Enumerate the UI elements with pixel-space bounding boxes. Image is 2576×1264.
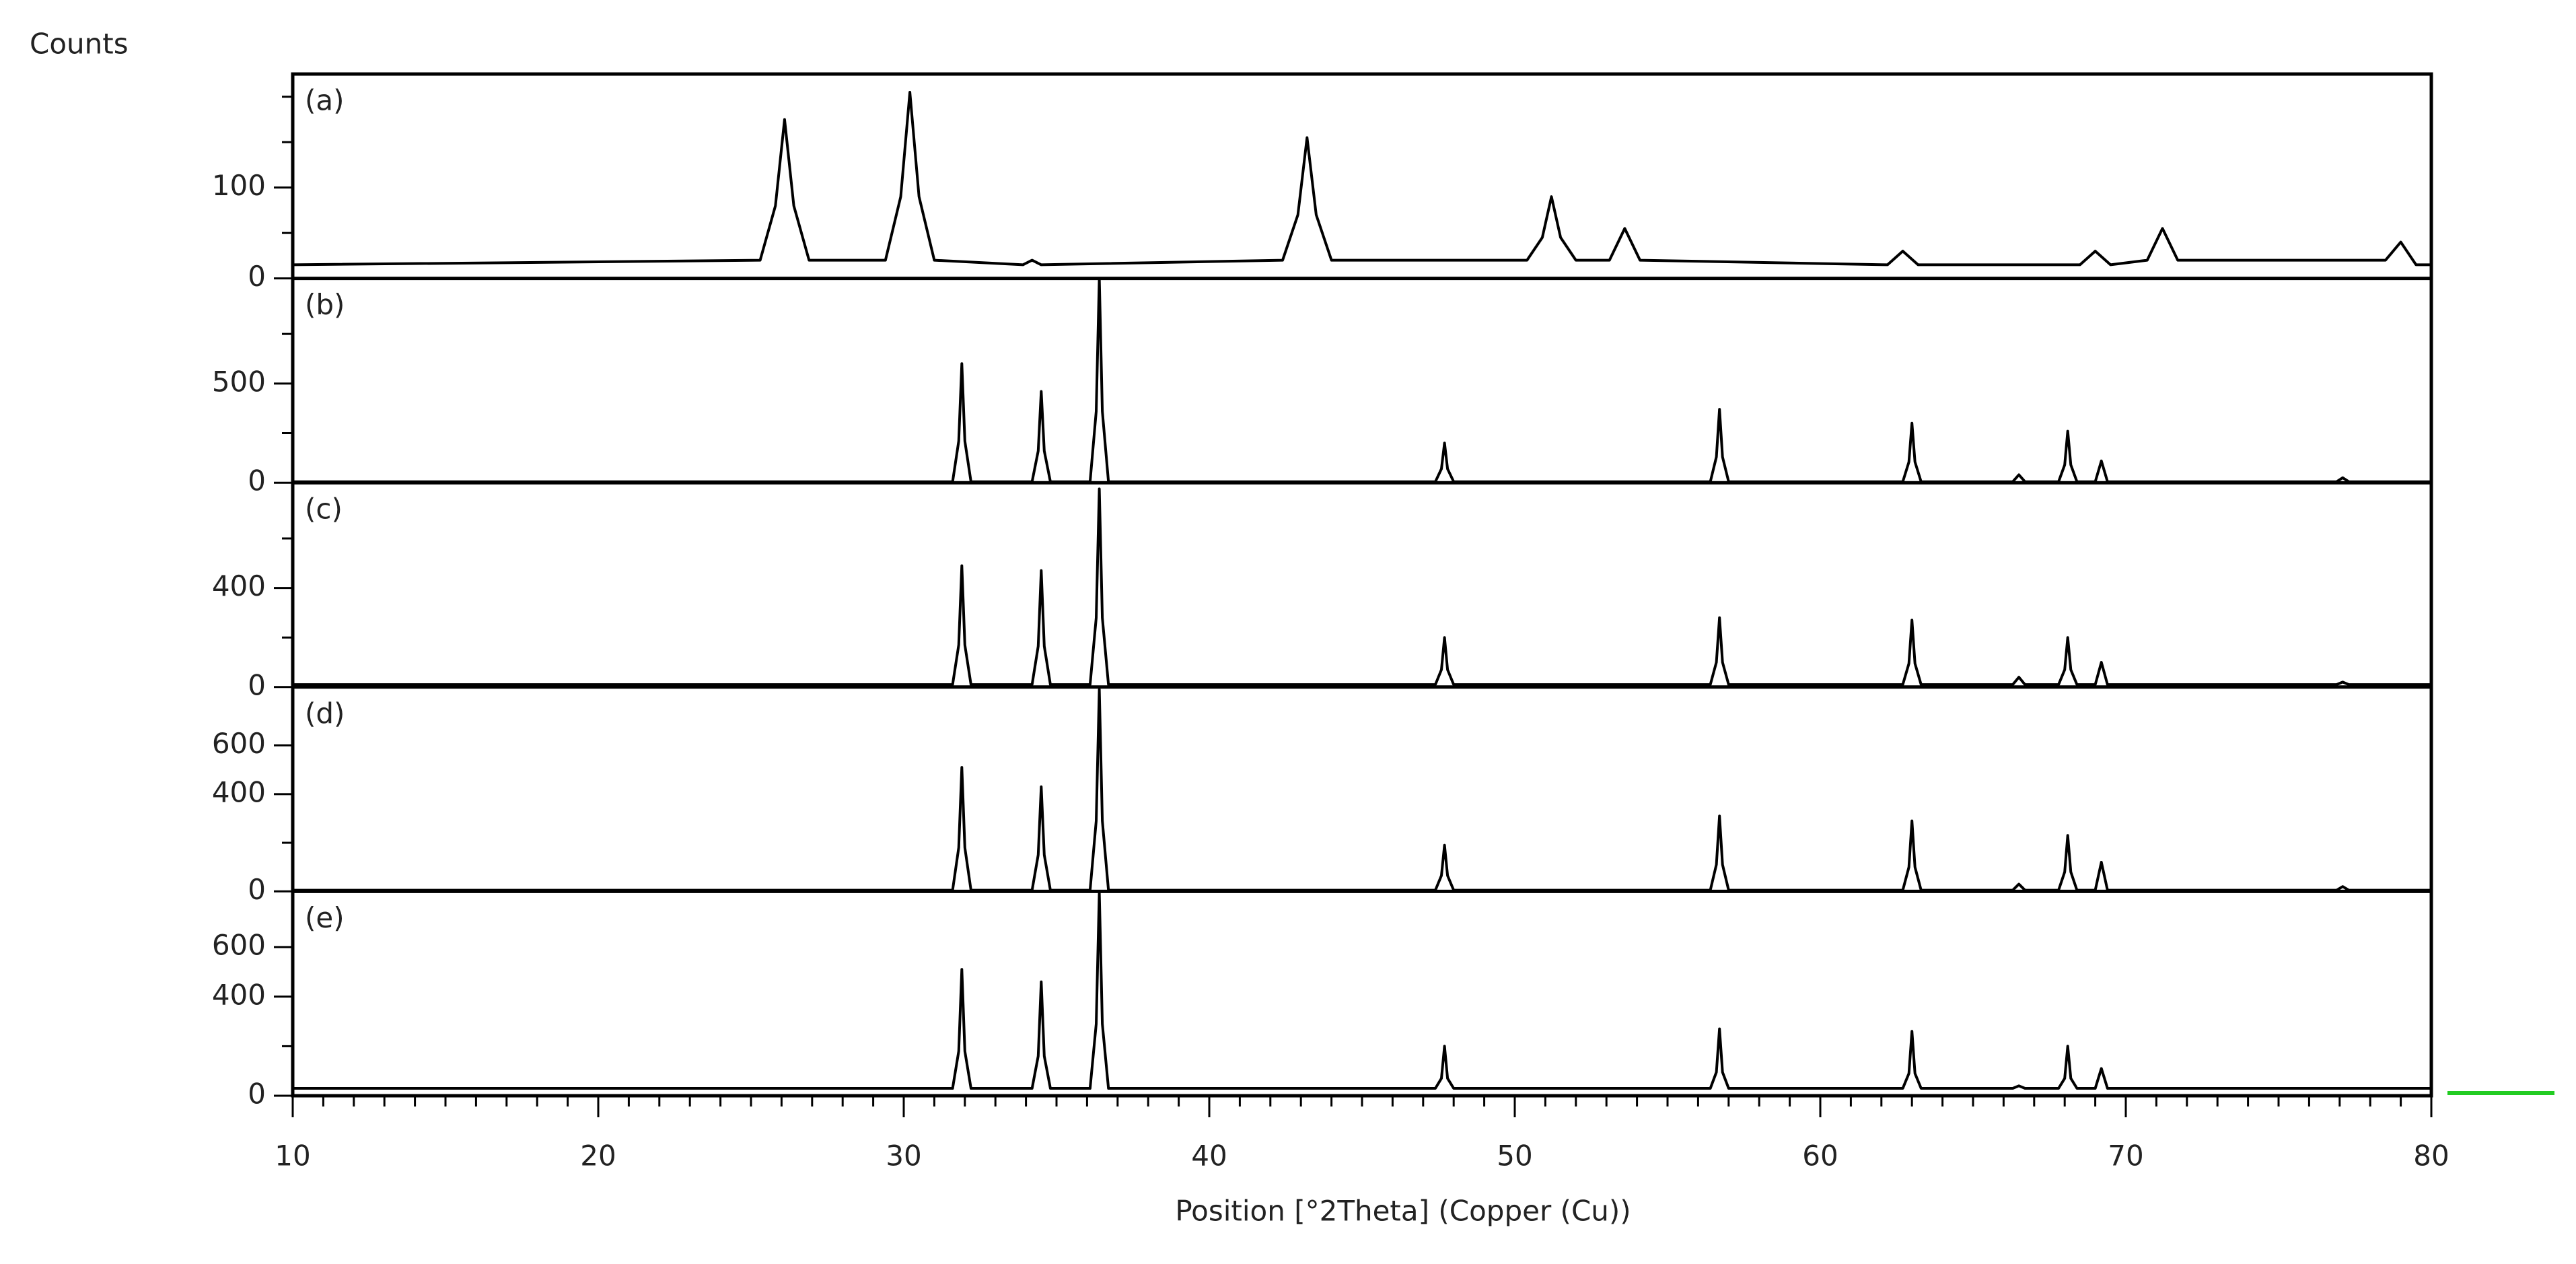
y-tick-label: 0 — [248, 260, 266, 293]
x-tick-label: 80 — [2413, 1139, 2449, 1172]
y-tick-label: 0 — [248, 1078, 266, 1111]
panel-label: (d) — [305, 697, 345, 730]
plot-frame — [291, 72, 2433, 1098]
data-line — [292, 91, 2431, 267]
panel-label: (a) — [305, 84, 345, 117]
y-tick-label: 0 — [248, 668, 266, 701]
x-tick-label: 60 — [1802, 1139, 1838, 1172]
y-tick-label: 0 — [248, 464, 266, 497]
data-line — [293, 487, 2431, 687]
x-tick-label: 50 — [1497, 1139, 1532, 1172]
y-tick-label: 100 — [212, 169, 266, 202]
x-tick-label: 40 — [1191, 1139, 1227, 1172]
data-line — [293, 891, 2431, 1090]
y-tick-label: 500 — [212, 365, 266, 398]
y-tick-label: 600 — [212, 929, 266, 962]
x-tick-label: 30 — [886, 1139, 921, 1172]
x-tick-label: 10 — [275, 1139, 310, 1172]
y-tick-label: 400 — [212, 978, 266, 1011]
x-tick-label: 70 — [2108, 1139, 2143, 1172]
y-tick-label: 400 — [212, 775, 266, 808]
panel-label: (b) — [305, 288, 345, 321]
y-tick-label: 0 — [248, 873, 266, 906]
panel-label: (e) — [305, 901, 345, 934]
x-tick-label: 20 — [580, 1139, 616, 1172]
y-axis-label: Counts — [30, 28, 129, 61]
y-tick-label: 600 — [212, 727, 266, 760]
y-tick-label: 400 — [212, 569, 266, 602]
x-axis-label: Position [°2Theta] (Copper (Cu)) — [1175, 1195, 1631, 1228]
panel-label: (c) — [305, 493, 343, 526]
